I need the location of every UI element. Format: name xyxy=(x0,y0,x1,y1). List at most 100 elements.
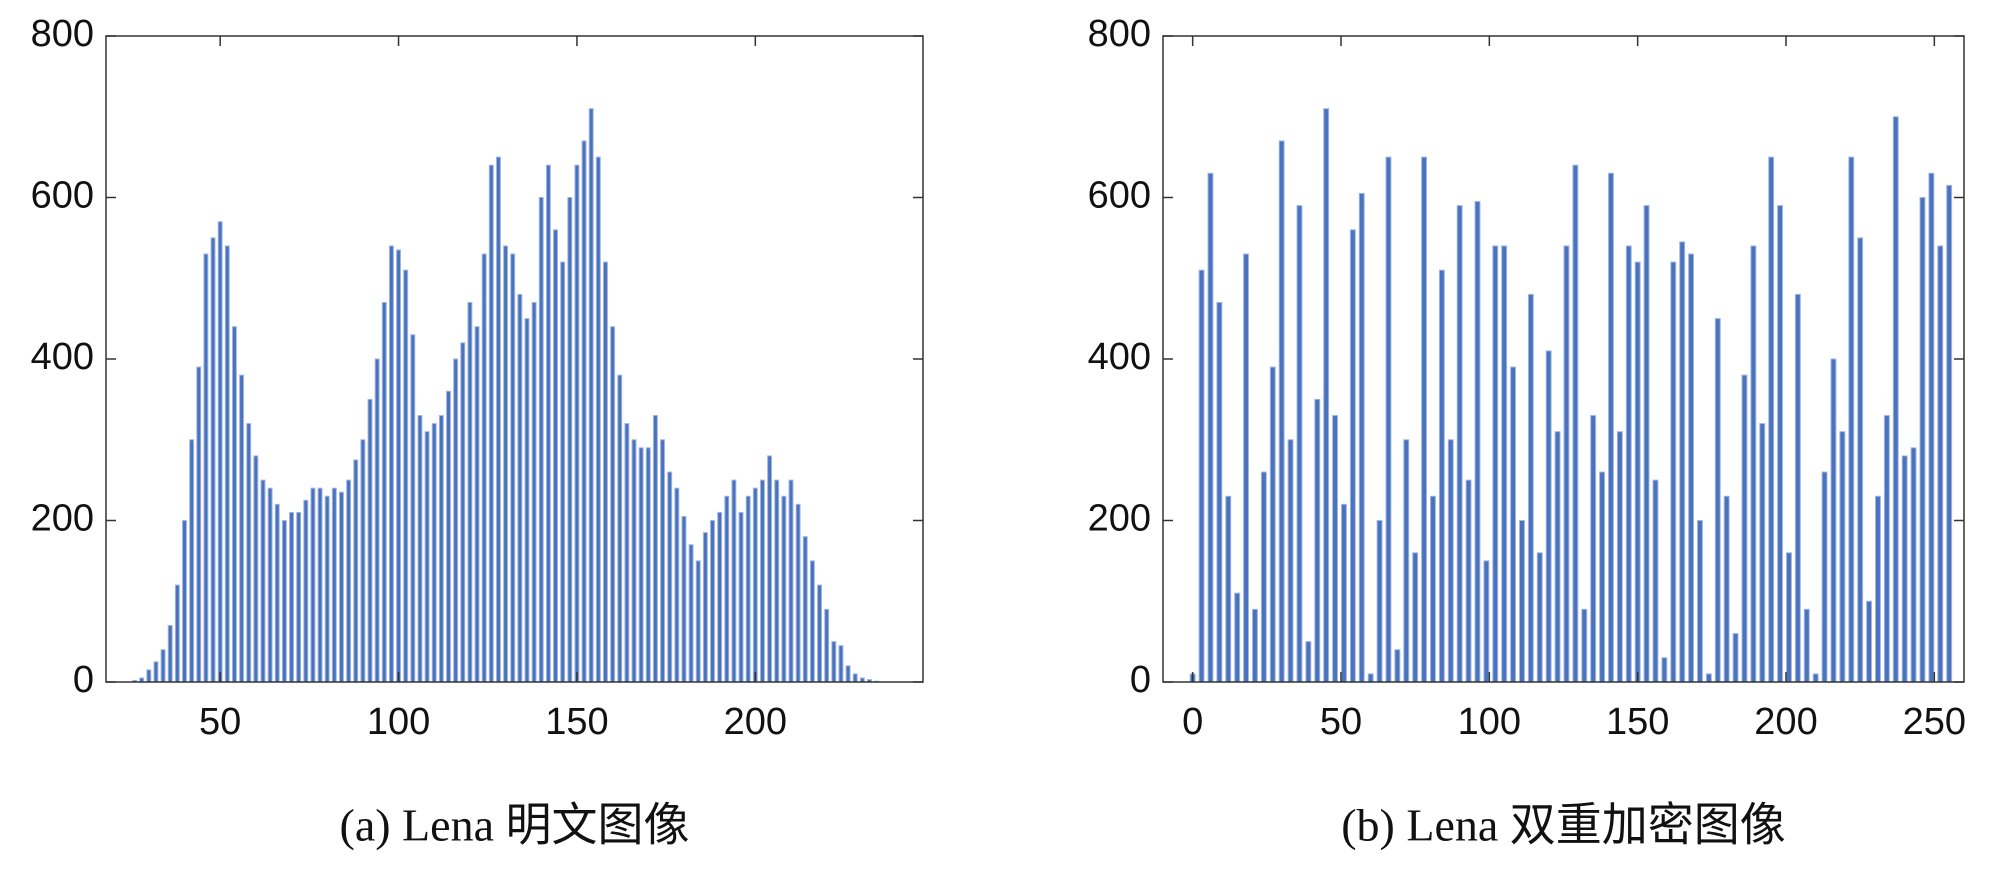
bar xyxy=(488,164,494,683)
bar xyxy=(153,661,159,683)
caption: (b) Lena 双重加密图像 xyxy=(1341,800,1786,851)
bar xyxy=(809,560,815,683)
bar xyxy=(1794,293,1801,683)
bar xyxy=(331,487,337,683)
bar xyxy=(1456,205,1463,683)
bar xyxy=(174,584,180,683)
bar xyxy=(1323,108,1330,683)
bar xyxy=(660,439,666,683)
bar xyxy=(1430,495,1436,683)
bar xyxy=(1857,237,1864,683)
bar xyxy=(781,495,787,683)
bar xyxy=(431,423,437,683)
bar xyxy=(1225,495,1232,683)
bar xyxy=(196,366,202,683)
bar xyxy=(1723,495,1730,683)
bar xyxy=(1581,608,1588,683)
bar xyxy=(545,164,551,683)
bar xyxy=(752,487,758,683)
bar xyxy=(1554,431,1561,683)
bar xyxy=(1394,649,1401,683)
bar xyxy=(189,439,195,683)
bar xyxy=(631,439,637,683)
bar xyxy=(1296,205,1303,683)
bar xyxy=(210,237,216,683)
bar xyxy=(1697,520,1703,683)
bar xyxy=(388,245,394,683)
bar xyxy=(1777,205,1784,683)
bar xyxy=(852,673,858,683)
bar xyxy=(289,511,294,683)
bar xyxy=(1536,552,1543,683)
x-tick-label: 150 xyxy=(1606,701,1669,743)
bar xyxy=(1492,245,1499,683)
bar xyxy=(374,358,380,683)
bar xyxy=(460,342,466,683)
bar xyxy=(731,479,737,683)
bar xyxy=(538,197,544,683)
bar xyxy=(1643,205,1650,683)
bar xyxy=(367,398,373,683)
bar xyxy=(1412,552,1419,683)
bar xyxy=(1269,366,1276,683)
bar xyxy=(1332,415,1339,683)
bar xyxy=(1341,503,1347,683)
bar xyxy=(588,108,594,683)
bar xyxy=(817,584,822,683)
bar xyxy=(824,608,830,683)
bar xyxy=(1892,116,1899,683)
bar xyxy=(1928,172,1935,683)
bar xyxy=(1679,241,1686,683)
bar xyxy=(146,669,152,683)
bar xyxy=(1848,156,1855,683)
bar xyxy=(417,415,423,683)
bar xyxy=(1634,261,1641,683)
bar xyxy=(424,431,430,683)
bar xyxy=(410,334,416,683)
bar xyxy=(624,423,630,683)
bar xyxy=(360,439,366,683)
bar xyxy=(231,326,237,683)
bar xyxy=(1625,245,1632,683)
bar xyxy=(203,253,209,683)
bar xyxy=(1563,245,1570,683)
bar xyxy=(1438,269,1445,683)
bar xyxy=(767,455,773,683)
bar xyxy=(310,487,316,683)
bar xyxy=(788,479,794,683)
bar xyxy=(1501,245,1508,683)
y-tick-label: 400 xyxy=(31,336,94,378)
bar xyxy=(1278,140,1285,683)
bar xyxy=(274,503,280,683)
x-tick-label: 150 xyxy=(545,701,608,743)
bar xyxy=(603,261,608,683)
bar xyxy=(517,293,523,683)
y-tick-label: 800 xyxy=(31,13,94,55)
bar xyxy=(1661,657,1668,683)
bar xyxy=(1287,439,1294,683)
x-tick-label: 200 xyxy=(724,701,787,743)
bar xyxy=(681,515,687,683)
x-tick-label: 250 xyxy=(1903,701,1966,743)
bar xyxy=(1732,633,1739,683)
bar xyxy=(1234,592,1241,683)
bar xyxy=(1260,471,1267,683)
bar xyxy=(438,415,444,683)
bar xyxy=(645,447,651,683)
bar xyxy=(1510,366,1517,683)
bar xyxy=(1376,520,1383,683)
bar xyxy=(1421,156,1428,683)
x-tick-label: 100 xyxy=(1458,701,1521,743)
bar xyxy=(1590,415,1597,683)
bar xyxy=(396,249,402,683)
bar xyxy=(1901,455,1908,683)
y-tick-label: 0 xyxy=(1130,659,1151,701)
bar xyxy=(1750,245,1757,683)
bar xyxy=(717,511,723,683)
bar xyxy=(1403,439,1410,683)
bar xyxy=(1608,172,1614,683)
bar xyxy=(467,301,473,683)
bar xyxy=(1910,447,1917,683)
bar xyxy=(688,544,694,683)
bar xyxy=(531,301,537,683)
